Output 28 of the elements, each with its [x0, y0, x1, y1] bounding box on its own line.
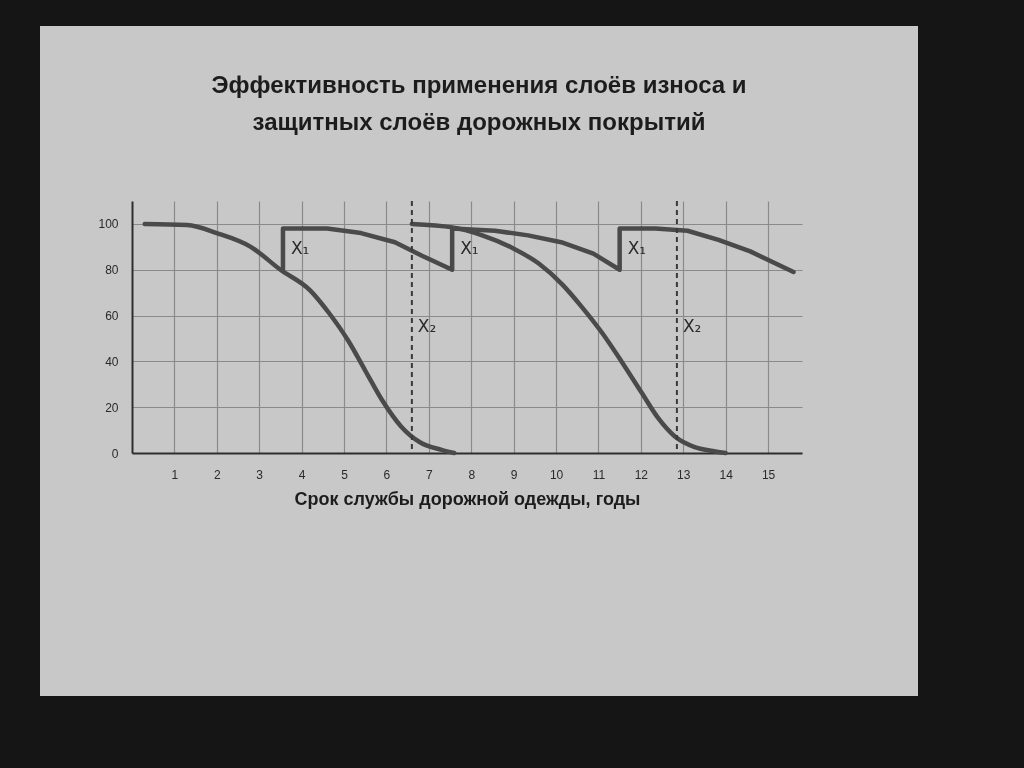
- x-tick-label: 2: [213, 467, 221, 482]
- annotation: X₁: [290, 238, 310, 259]
- x-axis-title: Срок службы дорожной одежды, годы: [294, 488, 641, 509]
- y-tick-label: 80: [105, 263, 119, 278]
- x-tick-label: 6: [383, 467, 391, 482]
- y-tick-label: 20: [105, 400, 119, 415]
- x-tick-label: 1: [171, 467, 179, 482]
- x-tick-label: 5: [341, 467, 349, 482]
- x-tick-label: 3: [256, 467, 264, 482]
- x-tick-label: 15: [761, 467, 776, 482]
- ref-line-label: X₂: [417, 316, 437, 336]
- y-tick-label: 40: [105, 354, 119, 369]
- annotation: X₁: [627, 238, 647, 259]
- x-tick-label: 9: [510, 467, 518, 482]
- x-tick-label: 4: [298, 467, 306, 482]
- x-tick-label: 8: [468, 467, 476, 482]
- annotation: X₁: [460, 238, 479, 259]
- ref-line-label: X₂: [682, 316, 702, 336]
- x-tick-label: 13: [677, 467, 691, 482]
- y-tick-label: 100: [98, 217, 119, 232]
- chart-title: Эффективность применения слоёв износа и защитных слоёв дорожных покрытий: [210, 70, 748, 137]
- x-tick-label: 14: [719, 467, 734, 482]
- y-tick-label: 0: [111, 446, 119, 461]
- x-tick-label: 11: [592, 467, 606, 482]
- x-tick-label: 10: [549, 467, 564, 482]
- y-tick-label: 60: [105, 309, 119, 324]
- x-tick-label: 12: [634, 467, 649, 482]
- x-tick-label: 7: [425, 467, 433, 482]
